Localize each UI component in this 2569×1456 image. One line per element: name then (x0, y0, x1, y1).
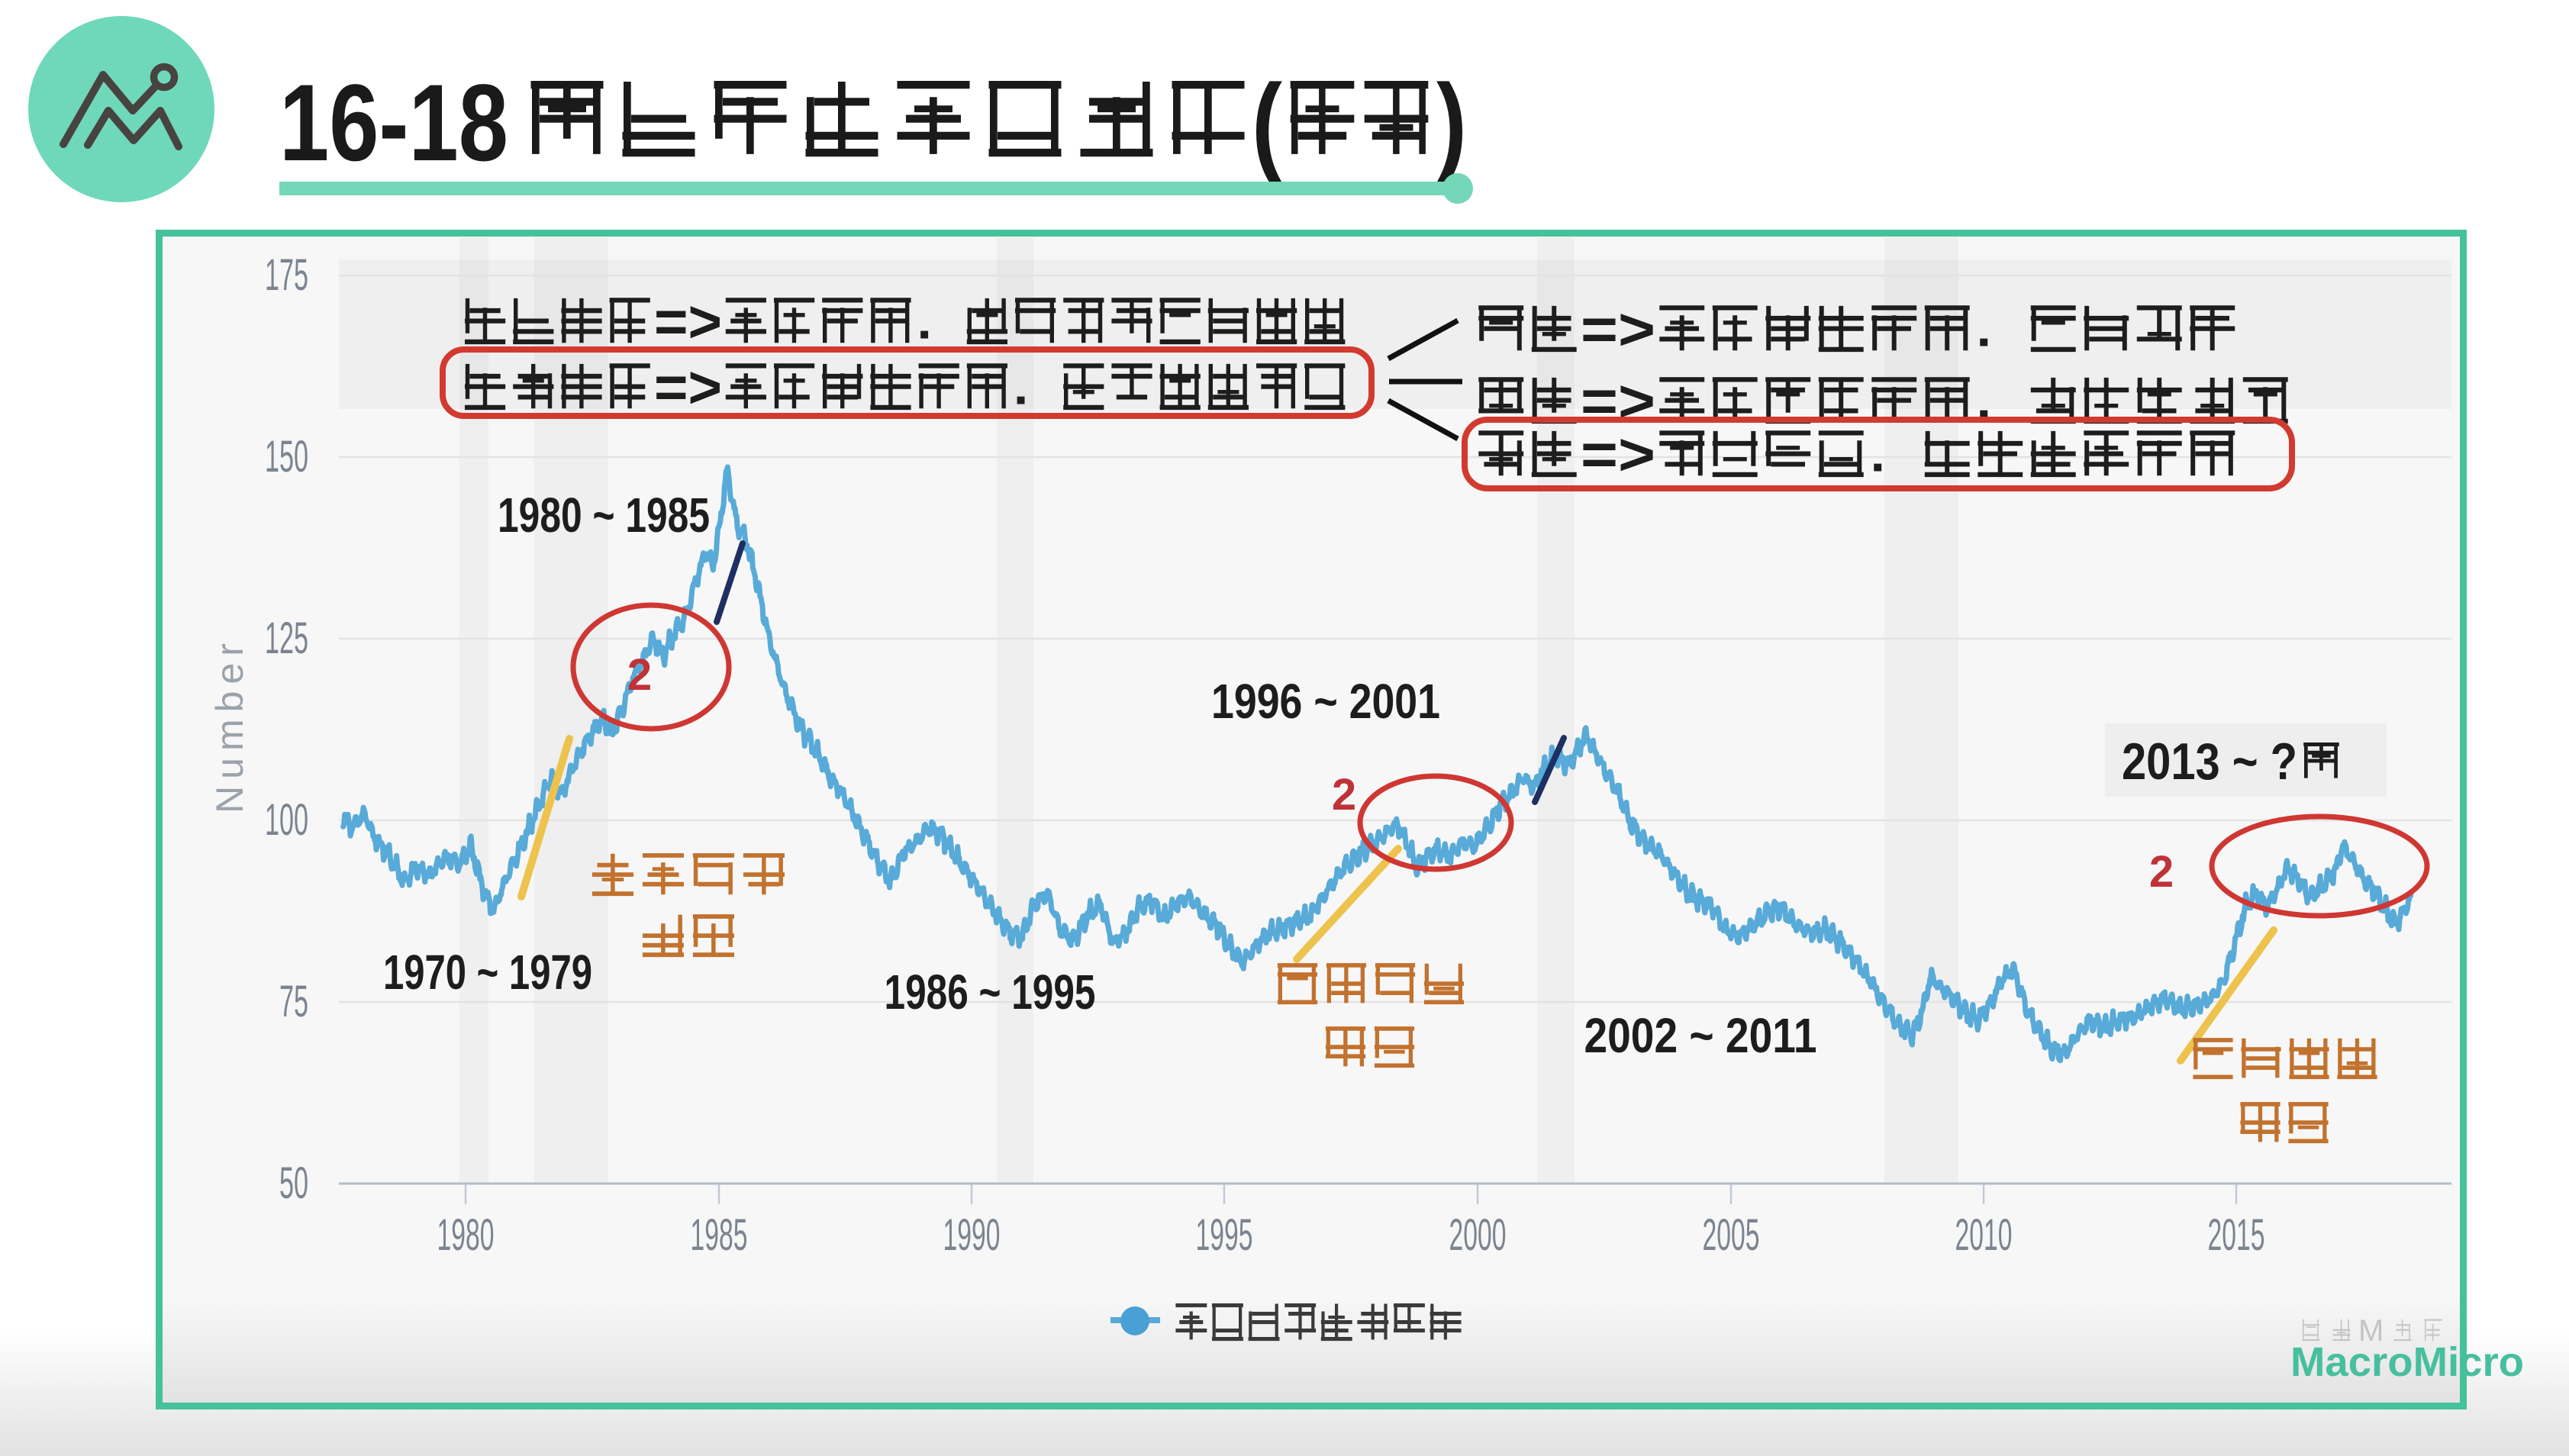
svg-text:2: 2 (2149, 847, 2174, 897)
svg-text:1980: 1980 (437, 1210, 495, 1260)
svg-text:1985: 1985 (691, 1210, 748, 1260)
svg-text:=>: => (1581, 295, 1655, 362)
svg-text:1995: 1995 (1196, 1210, 1253, 1260)
svg-text:=>: => (1581, 367, 1655, 434)
svg-text:2010: 2010 (1955, 1210, 2013, 1260)
svg-text:2000: 2000 (1449, 1210, 1507, 1260)
svg-text:2002 ~ 2011: 2002 ~ 2011 (1584, 1008, 1817, 1063)
svg-text:1970 ~ 1979: 1970 ~ 1979 (383, 945, 592, 1000)
svg-text:125: 125 (265, 614, 308, 663)
svg-text:100: 100 (265, 795, 308, 845)
svg-text:(: ( (1252, 63, 1282, 184)
svg-text:=>: => (1581, 420, 1655, 488)
svg-text:2015: 2015 (2208, 1210, 2265, 1260)
svg-text:150: 150 (265, 432, 308, 482)
svg-text:1986 ~ 1995: 1986 ~ 1995 (885, 965, 1096, 1020)
svg-text:Number: Number (208, 636, 251, 813)
svg-text:2013 ~ ?: 2013 ~ ? (2122, 733, 2297, 791)
svg-text:1990: 1990 (943, 1210, 1001, 1260)
svg-text:75: 75 (279, 977, 308, 1026)
svg-text:50: 50 (279, 1158, 308, 1208)
svg-text:1996 ~ 2001: 1996 ~ 2001 (1211, 674, 1440, 729)
svg-text:): ) (1436, 63, 1467, 184)
svg-text:2: 2 (1332, 770, 1356, 820)
svg-text:=>: => (654, 353, 722, 420)
svg-text:1980 ~ 1985: 1980 ~ 1985 (498, 488, 710, 543)
svg-text:M: M (2358, 1314, 2384, 1348)
svg-text:175: 175 (265, 250, 308, 300)
svg-text:16-18: 16-18 (279, 63, 508, 184)
svg-text:=>: => (654, 288, 722, 355)
svg-text:2005: 2005 (1703, 1210, 1760, 1260)
svg-text:MacroMicro: MacroMicro (2290, 1339, 2524, 1385)
svg-text:2: 2 (627, 650, 652, 700)
